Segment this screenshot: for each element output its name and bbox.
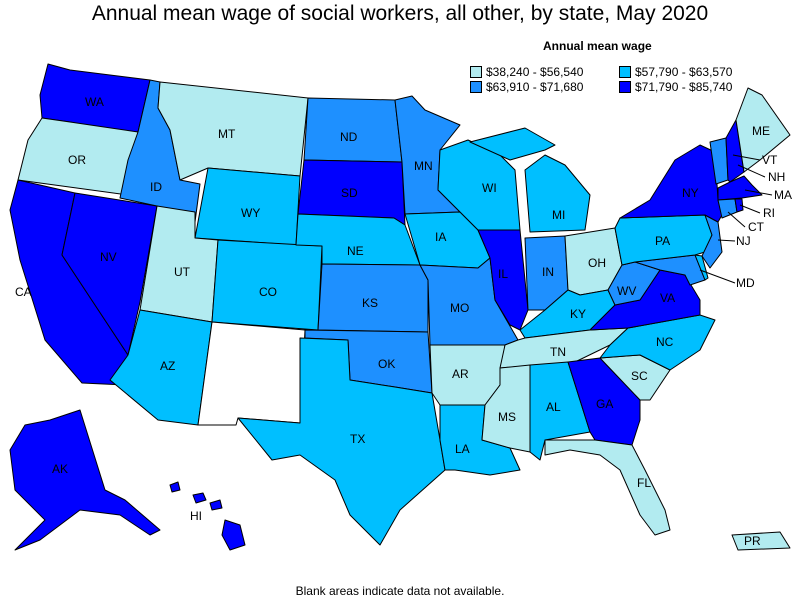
legend-item-tier-1: $38,240 - $56,540: [470, 65, 583, 79]
label-AR: AR: [452, 367, 469, 381]
legend-label-tier-2: $57,790 - $63,570: [635, 65, 733, 79]
label-KY: KY: [570, 307, 586, 321]
label-NY: NY: [682, 186, 699, 200]
state-NY[interactable]: [619, 144, 723, 223]
label-WA: WA: [85, 95, 104, 109]
legend-title: Annual mean wage: [543, 39, 652, 53]
state-NH[interactable]: [725, 119, 745, 183]
label-NJ: NJ: [736, 234, 751, 248]
state-MI[interactable]: [469, 127, 591, 233]
label-WY: WY: [241, 206, 260, 220]
state-ME[interactable]: [735, 87, 791, 173]
label-NH: NH: [768, 170, 785, 184]
legend-item-tier-4: $71,790 - $85,740: [619, 80, 732, 94]
label-NV: NV: [100, 250, 117, 264]
state-PR[interactable]: [731, 531, 791, 551]
label-OH: OH: [588, 256, 606, 270]
footnote: Blank areas indicate data not available.: [295, 584, 505, 598]
label-SC: SC: [631, 369, 648, 383]
legend-item-tier-3: $63,910 - $71,680: [470, 80, 583, 94]
label-MN: MN: [414, 159, 433, 173]
label-MT: MT: [218, 127, 236, 141]
label-VT: VT: [762, 153, 778, 167]
legend-label-tier-3: $63,910 - $71,680: [486, 80, 584, 94]
label-AZ: AZ: [160, 359, 175, 373]
label-LA: LA: [455, 442, 470, 456]
label-SD: SD: [341, 186, 358, 200]
label-PR: PR: [744, 534, 761, 548]
legend-swatch-tier-4: [619, 81, 631, 93]
legend-item-tier-2: $57,790 - $63,570: [619, 65, 732, 79]
label-IL: IL: [498, 267, 508, 281]
label-ND: ND: [340, 130, 358, 144]
label-KS: KS: [362, 296, 378, 310]
legend-swatch-tier-3: [470, 81, 482, 93]
label-HI: HI: [190, 509, 202, 523]
state-RI[interactable]: [734, 198, 744, 213]
state-IL[interactable]: [477, 229, 529, 331]
state-labels: WA OR CA NV ID MT WY UT CO AZ ND SD NE K…: [15, 95, 792, 548]
map-title: Annual mean wage of social workers, all …: [91, 2, 709, 25]
label-GA: GA: [596, 397, 613, 411]
label-CO: CO: [259, 285, 277, 299]
label-ID: ID: [150, 180, 162, 194]
label-MI: MI: [552, 208, 565, 222]
label-CT: CT: [748, 220, 765, 234]
label-OK: OK: [378, 357, 395, 371]
state-NV[interactable]: [61, 192, 158, 356]
label-PA: PA: [655, 234, 670, 248]
state-DE[interactable]: [694, 254, 709, 281]
state-FL[interactable]: [544, 439, 671, 536]
label-IA: IA: [435, 230, 446, 244]
label-TN: TN: [550, 345, 566, 359]
state-HI[interactable]: [169, 481, 246, 551]
state-AK[interactable]: [9, 409, 161, 551]
label-UT: UT: [174, 265, 191, 279]
legend-swatch-tier-2: [619, 66, 631, 78]
label-AK: AK: [52, 462, 68, 476]
label-IN: IN: [542, 265, 554, 279]
label-WV: WV: [617, 284, 636, 298]
callout-lines: [699, 154, 773, 284]
legend-label-tier-1: $38,240 - $56,540: [486, 65, 584, 79]
label-MO: MO: [450, 301, 469, 315]
label-CA: CA: [15, 285, 32, 299]
label-WI: WI: [482, 181, 497, 195]
label-MA: MA: [774, 188, 792, 202]
label-AL: AL: [546, 400, 561, 414]
state-KS[interactable]: [317, 263, 429, 333]
label-VA: VA: [660, 291, 675, 305]
label-TX: TX: [350, 432, 365, 446]
label-NE: NE: [347, 244, 364, 258]
label-NC: NC: [656, 335, 674, 349]
legend-label-tier-4: $71,790 - $85,740: [635, 80, 733, 94]
label-RI: RI: [763, 206, 775, 220]
state-NM[interactable]: [197, 321, 306, 426]
label-OR: OR: [68, 153, 86, 167]
label-MD: MD: [736, 276, 755, 290]
legend-swatch-tier-1: [470, 66, 482, 78]
label-MS: MS: [498, 410, 516, 424]
state-TX[interactable]: [237, 337, 446, 546]
label-ME: ME: [752, 124, 770, 138]
label-FL: FL: [637, 476, 651, 490]
